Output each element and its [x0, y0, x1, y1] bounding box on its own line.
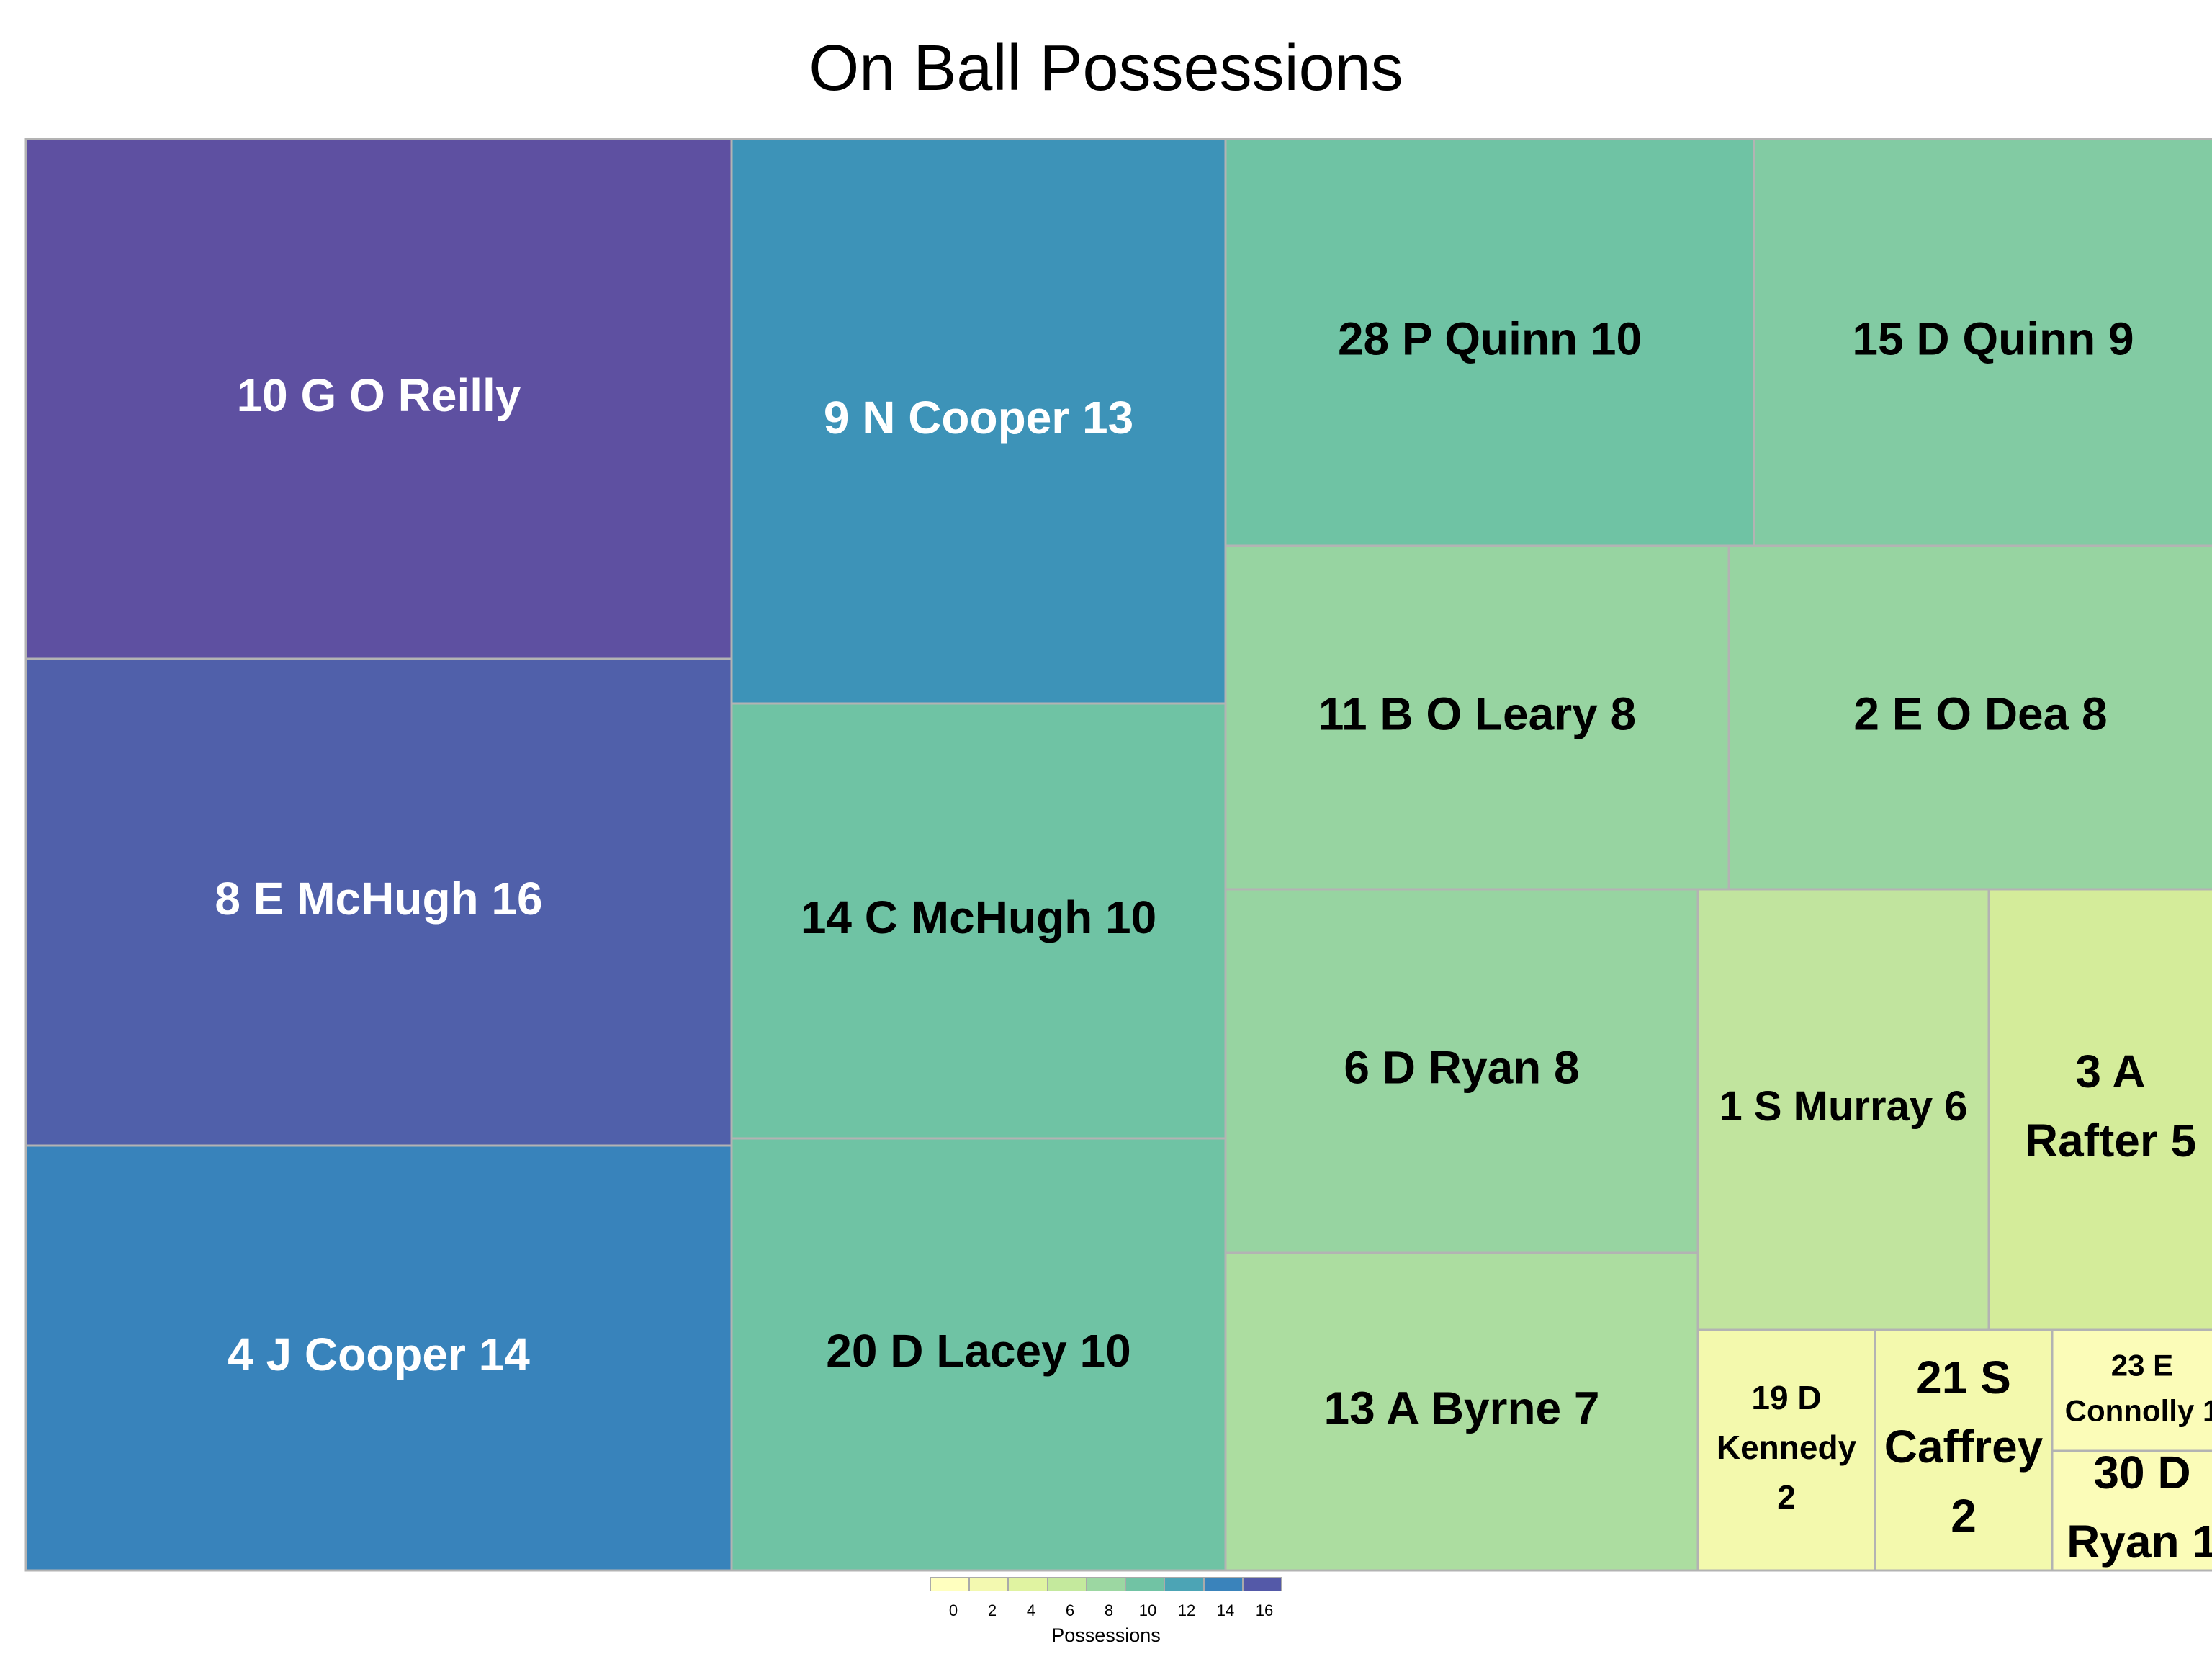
tile: 23 E Connolly 1: [2051, 1328, 2212, 1452]
tile: 3 A Rafter 5: [1987, 888, 2212, 1331]
tile-rect: [1224, 888, 1699, 1254]
tile-label: 9 N Cooper 13: [824, 392, 1133, 444]
color-scale-cell: [1086, 1577, 1126, 1591]
color-scale-cell: [969, 1577, 1009, 1591]
color-scale-legend: 0 2 4 6 8 10 12 14 16 Possessions: [930, 1577, 1282, 1649]
tile: 8 E McHugh 16: [24, 657, 733, 1147]
tile-label: 30 D Ryan 1: [2067, 1447, 2212, 1568]
tile-label: 11 B O Leary 8: [1318, 688, 1636, 739]
color-scale-tick: 10: [1138, 1601, 1157, 1619]
tile: 6 D Ryan 8: [1224, 888, 1699, 1254]
tile-label: 28 P Quinn 10: [1338, 313, 1642, 364]
tile: 21 S Caffrey 2: [1874, 1328, 2054, 1572]
tile: 28 P Quinn 10: [1224, 138, 1755, 547]
tile: 14 C McHugh 10: [730, 702, 1227, 1140]
color-scale-cell: [1047, 1577, 1087, 1591]
tile-rect: [730, 1137, 1227, 1572]
tile: 9 N Cooper 13: [730, 138, 1227, 705]
color-scale-tick: 4: [1026, 1601, 1036, 1619]
tile-rect: [730, 138, 1227, 705]
color-scale-cell: [1203, 1577, 1243, 1591]
color-scale-cell: [1242, 1577, 1282, 1591]
chart-title: On Ball Possessions: [809, 32, 1403, 104]
tile-label: 13 A Byrne 7: [1324, 1382, 1600, 1434]
tile-label: 8 E McHugh 16: [215, 873, 542, 925]
tile: 11 B O Leary 8: [1224, 544, 1730, 891]
color-scale-title: Possessions: [1051, 1624, 1161, 1646]
color-scale-tick: 16: [1255, 1601, 1274, 1619]
tile-label: 10 G O Reilly: [237, 369, 521, 421]
tile-label: 6 D Ryan 8: [1344, 1041, 1579, 1093]
tile-label: 4 J Cooper 14: [228, 1328, 530, 1380]
tile-rect: [24, 138, 733, 660]
tile-rect: [1224, 138, 1755, 547]
tile-label: 15 D Quinn 9: [1852, 313, 2134, 364]
color-scale-tick: 8: [1104, 1601, 1114, 1619]
tile-label: 19 D Kennedy 2: [1717, 1379, 1857, 1516]
tile: 19 D Kennedy 2: [1696, 1328, 1876, 1572]
tile: 15 D Quinn 9: [1753, 138, 2212, 547]
tile-rect: [1224, 1251, 1699, 1572]
color-scale-tick: 0: [948, 1601, 958, 1619]
tile-rect: [1753, 138, 2212, 547]
tile-label: 2 E O Dea 8: [1853, 688, 2107, 739]
treemap-border: [24, 138, 2212, 1572]
tile-rect: [24, 657, 733, 1147]
color-scale-cell: [930, 1577, 970, 1591]
tile: 1 S Murray 6: [1696, 888, 1990, 1331]
tile-label: 3 A Rafter 5: [2025, 1046, 2196, 1166]
tile-rect: [1874, 1328, 2054, 1572]
tile-label: 21 S Caffrey 2: [1884, 1352, 2044, 1542]
tile-rect: [1727, 544, 2212, 891]
tile-rect: [1224, 544, 1730, 891]
tile: 4 J Cooper 14: [24, 1144, 733, 1572]
color-scale-cell: [1164, 1577, 1204, 1591]
tile: 30 D Ryan 1: [2051, 1447, 2212, 1572]
tile: 20 D Lacey 10: [730, 1137, 1227, 1572]
tile-rect: [24, 1144, 733, 1572]
color-scale-tick: 2: [987, 1601, 997, 1619]
tile-label: 23 E Connolly 1: [2065, 1349, 2212, 1428]
tile-label: 1 S Murray 6: [1719, 1083, 1968, 1130]
tile-rect: [2051, 1449, 2212, 1572]
tile: 13 A Byrne 7: [1224, 1251, 1699, 1572]
color-scale-cell: [1008, 1577, 1048, 1591]
tile-label: 20 D Lacey 10: [826, 1325, 1130, 1377]
color-scale-tick: 14: [1216, 1601, 1235, 1619]
tile-rect: [2051, 1328, 2212, 1452]
tile: 10 G O Reilly: [24, 138, 733, 660]
tile-label: 14 C McHugh 10: [801, 891, 1156, 943]
tile-rect: [1987, 888, 2212, 1331]
tile-rect: [1696, 888, 1990, 1331]
color-scale-cell: [1125, 1577, 1165, 1591]
color-scale-tick: 12: [1177, 1601, 1196, 1619]
tile: 2 E O Dea 8: [1727, 544, 2212, 891]
color-scale-tick: 6: [1065, 1601, 1075, 1619]
